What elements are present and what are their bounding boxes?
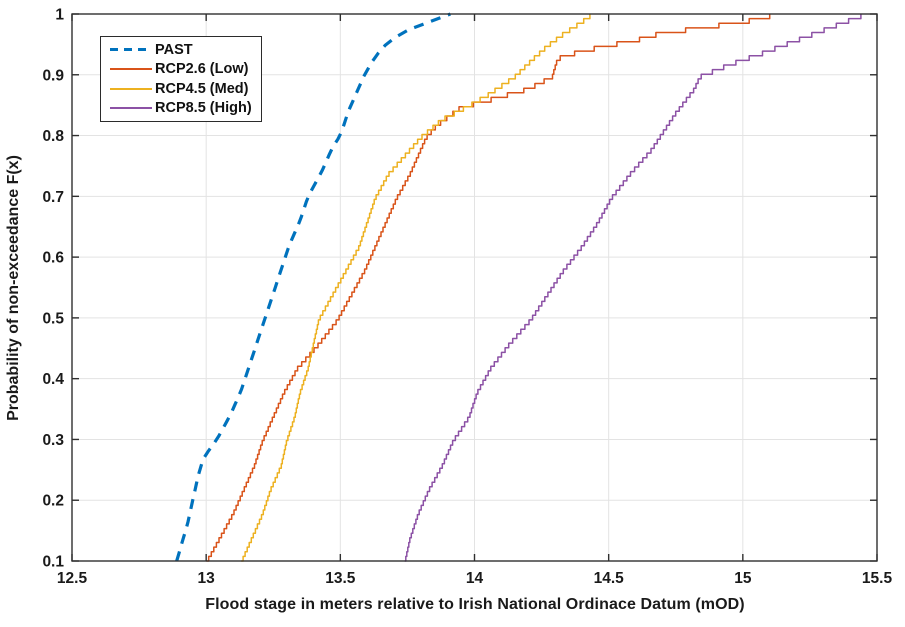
x-tick-label: 13.5 [325, 570, 356, 587]
x-tick-label: 15 [734, 570, 752, 587]
y-tick-label: 0.8 [42, 128, 64, 145]
legend-item-label: RCP4.5 (Med) [155, 80, 249, 97]
y-tick-label: 0.5 [42, 310, 64, 327]
x-axis-label: Flood stage in meters relative to Irish … [205, 596, 745, 613]
y-tick-label: 0.1 [42, 554, 64, 571]
x-tick-label: 15.5 [862, 570, 893, 587]
legend-item-rcp26: RCP2.6 (Low) [110, 61, 253, 77]
legend-line-past [110, 48, 152, 52]
legend: PAST RCP2.6 (Low) RCP4.5 (Med) RCP8.5 (High… [100, 36, 262, 122]
legend-item-rcp45: RCP4.5 (Med) [110, 81, 253, 97]
legend-line-rcp85 [110, 107, 152, 110]
legend-line-rcp26 [110, 68, 152, 71]
x-tick-label: 12.5 [57, 570, 88, 587]
y-tick-label: 0.3 [42, 432, 64, 449]
y-tick-label: 0.2 [42, 493, 64, 510]
legend-item-past: PAST [110, 42, 253, 58]
x-tick-label: 13 [198, 570, 216, 587]
series-line-rcp85 [404, 14, 862, 562]
legend-item-rcp85: RCP8.5 (High) [110, 100, 253, 116]
y-axis-label: Probability of non-exceedance F(x) [5, 155, 22, 421]
legend-item-label: PAST [155, 41, 193, 58]
y-tick-label: 0.6 [42, 250, 64, 267]
y-tick-label: 0.4 [42, 371, 64, 388]
y-tick-label: 0.9 [42, 67, 64, 84]
series-line-rcp45 [241, 14, 591, 562]
legend-line-rcp45 [110, 87, 152, 90]
series-line-past [175, 12, 451, 562]
legend-item-label: RCP2.6 (Low) [155, 61, 249, 78]
y-tick-label: 0.7 [42, 189, 64, 206]
y-tick-label: 1 [55, 7, 64, 24]
x-tick-label: 14.5 [594, 570, 625, 587]
x-tick-label: 14 [466, 570, 484, 587]
legend-item-label: RCP8.5 (High) [155, 100, 252, 117]
